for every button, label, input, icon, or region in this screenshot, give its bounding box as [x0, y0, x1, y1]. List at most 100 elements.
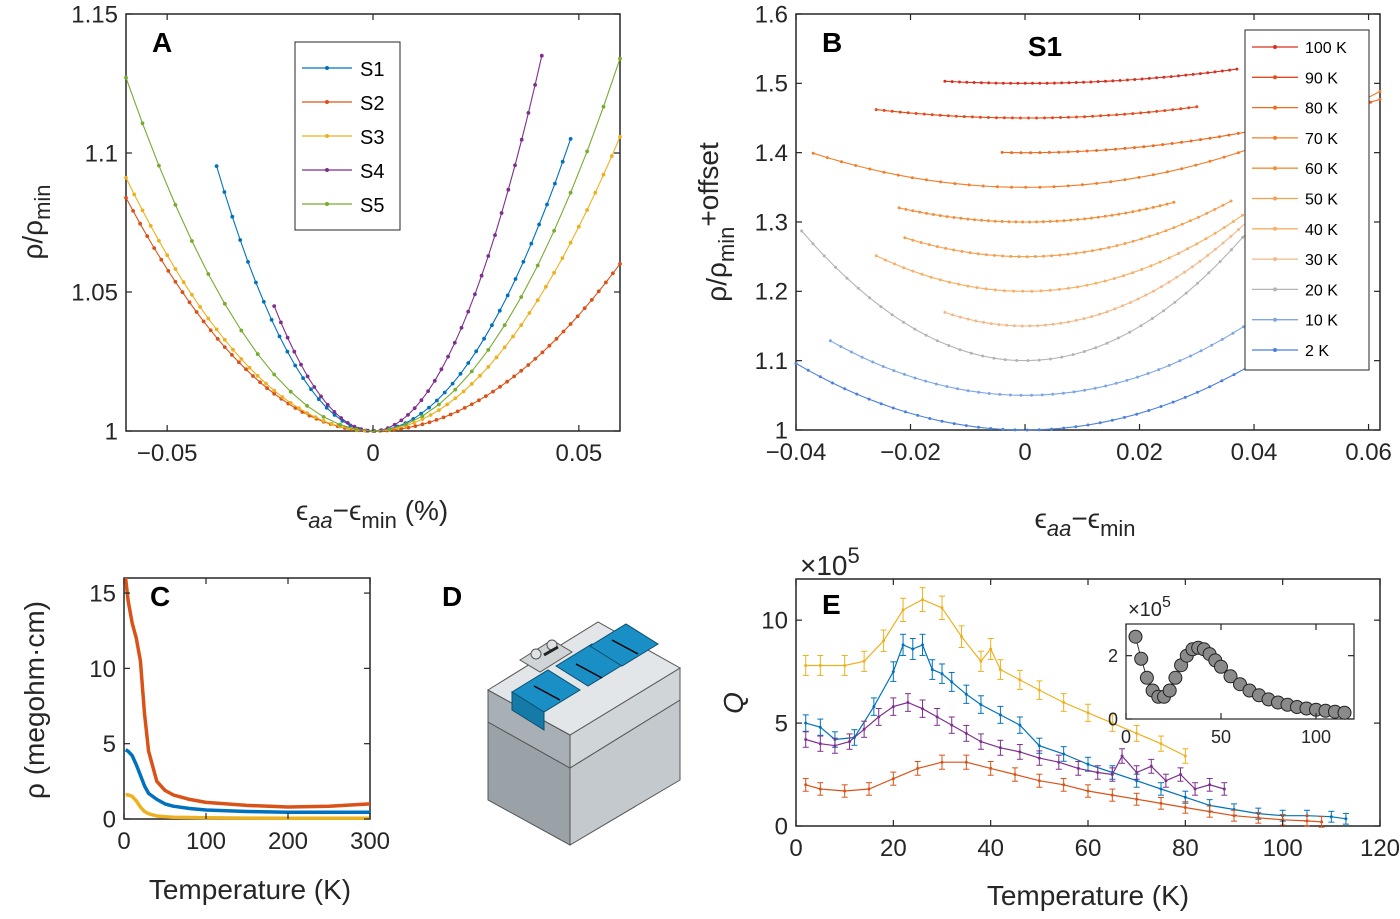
series-100k-point [1111, 79, 1115, 83]
series-50k-point [1082, 250, 1086, 254]
series-40k-point [1021, 289, 1025, 293]
series-40k-point [1149, 264, 1153, 268]
series-90k-point [938, 113, 942, 117]
panel-b-title: S1 [1028, 31, 1062, 62]
series-30k-point [989, 322, 993, 326]
series-s2-point [230, 353, 234, 357]
series-s4-point [299, 362, 303, 367]
series-80k-point [1047, 150, 1051, 154]
series-100k-point [994, 81, 998, 85]
arrow-right [611, 639, 639, 655]
series-s3-point [453, 396, 458, 401]
series-70k-point [1180, 167, 1184, 171]
x-tick-label: 100 [186, 828, 226, 855]
legend-label: S1 [360, 59, 384, 81]
series-80k-point [1095, 149, 1099, 152]
series-50k-point [1229, 199, 1233, 203]
series-10k-point [1051, 392, 1055, 396]
series-s3-point [157, 238, 161, 243]
series-s3-point [272, 388, 277, 393]
series-60k-point [945, 215, 949, 219]
series-10k-point [1040, 393, 1044, 397]
series-s1-point [474, 349, 479, 354]
series-80k-point [1066, 150, 1070, 154]
series-s2-point [152, 246, 157, 251]
series-s3-point [288, 401, 293, 405]
series-60k-point [931, 213, 935, 216]
series-2k-point [1196, 390, 1199, 394]
series-s2-point [237, 360, 241, 365]
series-s4-point [279, 320, 283, 325]
series-40k-point [1186, 247, 1190, 251]
series-s1-point [293, 363, 298, 368]
series-10k-point [998, 392, 1002, 396]
series-20k-point [1150, 317, 1154, 320]
series-50k-point [1123, 242, 1127, 245]
series-70k-point [825, 156, 829, 160]
series-90k-point [874, 108, 878, 112]
series-s3-point [486, 365, 491, 369]
series-20k-point [868, 296, 872, 300]
series-s2-point [251, 374, 255, 378]
series-10k-line [830, 319, 1255, 396]
series-2k-point [806, 368, 810, 372]
legend-marker [1273, 348, 1277, 352]
series-s2-point [505, 379, 509, 384]
series-90k-point [1099, 114, 1103, 118]
series-40k-point [966, 284, 970, 288]
series-s2-point [540, 350, 545, 355]
panel-e-inset: ×105 0 50 100 0 2 [1108, 594, 1355, 747]
series-10k-point [1199, 349, 1203, 353]
series-100k-point [1147, 76, 1151, 80]
series-2k-point [855, 392, 859, 396]
series-20k-point [958, 348, 962, 352]
legend-marker [1273, 226, 1277, 231]
series-50k-point [944, 246, 948, 250]
series-90k-point [970, 115, 974, 119]
series-blue-line [805, 644, 1346, 820]
series-s2-point [519, 368, 524, 373]
series-s3-point [148, 224, 153, 228]
series-90k-point [1179, 107, 1183, 111]
series-s2-point [208, 328, 213, 333]
series-50k-point [1050, 254, 1054, 258]
series-s5-point [404, 422, 408, 427]
series-s4-point [493, 233, 497, 238]
series-2k-point [1074, 425, 1078, 429]
series-40k-point [874, 254, 878, 258]
series-60k-point [925, 211, 928, 215]
series-100k-point [1191, 72, 1195, 76]
series-s2-point [462, 406, 467, 410]
series-60k-point [897, 206, 901, 210]
series-s4-point [459, 325, 464, 330]
x-tick-label: 120 [1360, 835, 1400, 862]
series-2k-point [891, 406, 895, 410]
series-20k-point [1128, 330, 1132, 334]
series-40k-point [975, 286, 979, 290]
panel-b-label: B [822, 27, 842, 58]
series-100k-point [1162, 75, 1166, 79]
series-s5-point [190, 239, 194, 243]
legend-label: 20 K [1305, 282, 1338, 299]
series-50k-point [1156, 232, 1160, 236]
y-tick-label: 0 [103, 806, 116, 833]
legend-label: 2 K [1305, 343, 1329, 360]
series-20k-point [969, 351, 973, 355]
series-50k-point [1025, 255, 1029, 259]
series-80k-point [1085, 149, 1089, 153]
series-60k-point [1096, 215, 1100, 219]
series-s3-point [140, 208, 145, 213]
series-60k-point [1117, 212, 1121, 216]
series-80k-point [1170, 142, 1174, 145]
series-s3-point [420, 417, 425, 422]
series-s2-point [498, 384, 502, 389]
series-80k-point [1189, 139, 1193, 143]
series-2k-point [1062, 426, 1066, 430]
series-100k-point [958, 80, 961, 84]
series-2k-point [928, 417, 932, 420]
series-80k-point [1104, 148, 1108, 152]
series-s2-point [159, 257, 164, 262]
series-30k-point [1036, 324, 1040, 328]
x-tick-label: 0.02 [1116, 439, 1163, 466]
series-s3-point [305, 411, 309, 415]
